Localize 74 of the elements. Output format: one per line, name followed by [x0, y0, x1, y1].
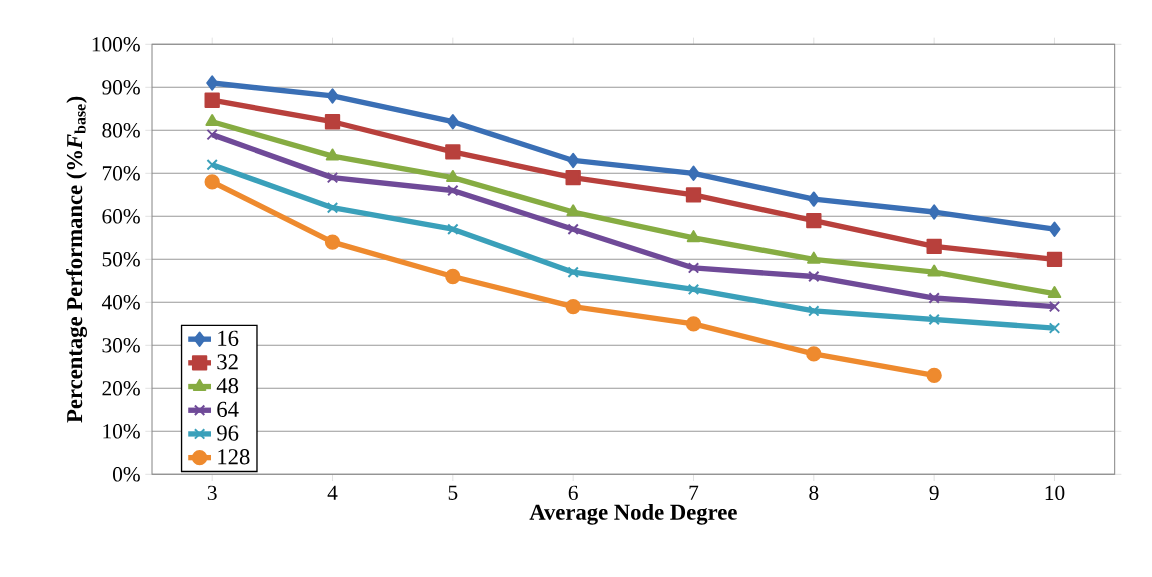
- point: [928, 204, 941, 220]
- y-tick-label: 30%: [102, 338, 140, 353]
- point: [1048, 322, 1061, 334]
- y-axis-title: Percentage Performance (%F$_{base}$): [66, 96, 88, 423]
- point: [926, 238, 942, 255]
- point: [565, 169, 581, 186]
- x-tick-label: 3: [207, 485, 217, 501]
- point: [565, 298, 581, 315]
- point: [326, 202, 339, 214]
- x-tick-label: 5: [448, 485, 458, 500]
- point: [1048, 300, 1061, 313]
- point: [1046, 251, 1063, 267]
- x-tick-label: 6: [568, 485, 578, 501]
- point: [685, 187, 702, 203]
- point: [567, 266, 579, 278]
- point: [204, 174, 220, 190]
- x-tick-label: 10: [1045, 485, 1065, 501]
- point: [928, 313, 940, 326]
- point: [685, 316, 702, 332]
- point: [566, 204, 580, 217]
- point: [325, 148, 340, 161]
- legend-label: 32: [217, 354, 238, 370]
- point: [806, 212, 822, 229]
- point: [447, 184, 459, 197]
- point: [206, 75, 219, 91]
- y-tick-label: 70%: [102, 166, 140, 181]
- point: [686, 230, 701, 243]
- point: [807, 191, 820, 207]
- point: [447, 223, 459, 235]
- legend-label: 96: [217, 425, 239, 441]
- point: [324, 234, 341, 250]
- point: [928, 292, 940, 304]
- point: [687, 165, 700, 181]
- x-axis-title: Average Node Degree: [529, 503, 737, 525]
- point: [204, 92, 220, 108]
- point: [446, 169, 460, 182]
- point: [445, 144, 461, 160]
- point: [446, 114, 459, 130]
- point: [324, 114, 341, 130]
- legend-label: 64: [217, 401, 239, 417]
- y-tick-label: 50%: [102, 252, 140, 267]
- point: [326, 88, 339, 104]
- point: [687, 283, 700, 296]
- y-tick-label: 90%: [102, 80, 140, 95]
- point: [687, 262, 700, 274]
- point: [808, 305, 820, 317]
- point: [1048, 221, 1061, 237]
- point: [567, 152, 580, 169]
- y-tick-label: 60%: [102, 209, 140, 224]
- legend-label: 16: [218, 330, 239, 346]
- point: [445, 268, 461, 285]
- x-tick-label: 9: [929, 485, 939, 501]
- x-tick-label: 8: [809, 485, 819, 501]
- legend-label: 48: [216, 378, 239, 394]
- y-tick-label: 10%: [103, 424, 140, 439]
- point: [205, 114, 219, 127]
- y-tick-label: 80%: [102, 123, 140, 138]
- point: [806, 346, 822, 362]
- point: [567, 223, 579, 235]
- point: [326, 171, 339, 184]
- x-tick-label: 4: [327, 485, 338, 500]
- y-tick-label: 40%: [101, 295, 140, 310]
- point: [807, 251, 821, 264]
- point: [808, 270, 820, 283]
- point: [206, 128, 218, 141]
- point: [926, 367, 942, 384]
- y-tick-label: 100%: [92, 37, 140, 52]
- y-tick-label: 20%: [102, 381, 140, 396]
- x-tick-label: 7: [689, 485, 699, 500]
- point: [1047, 286, 1062, 299]
- y-tick-label: 0%: [113, 467, 140, 482]
- point: [927, 264, 941, 277]
- legend-label: 128: [218, 449, 250, 465]
- point: [206, 159, 218, 171]
